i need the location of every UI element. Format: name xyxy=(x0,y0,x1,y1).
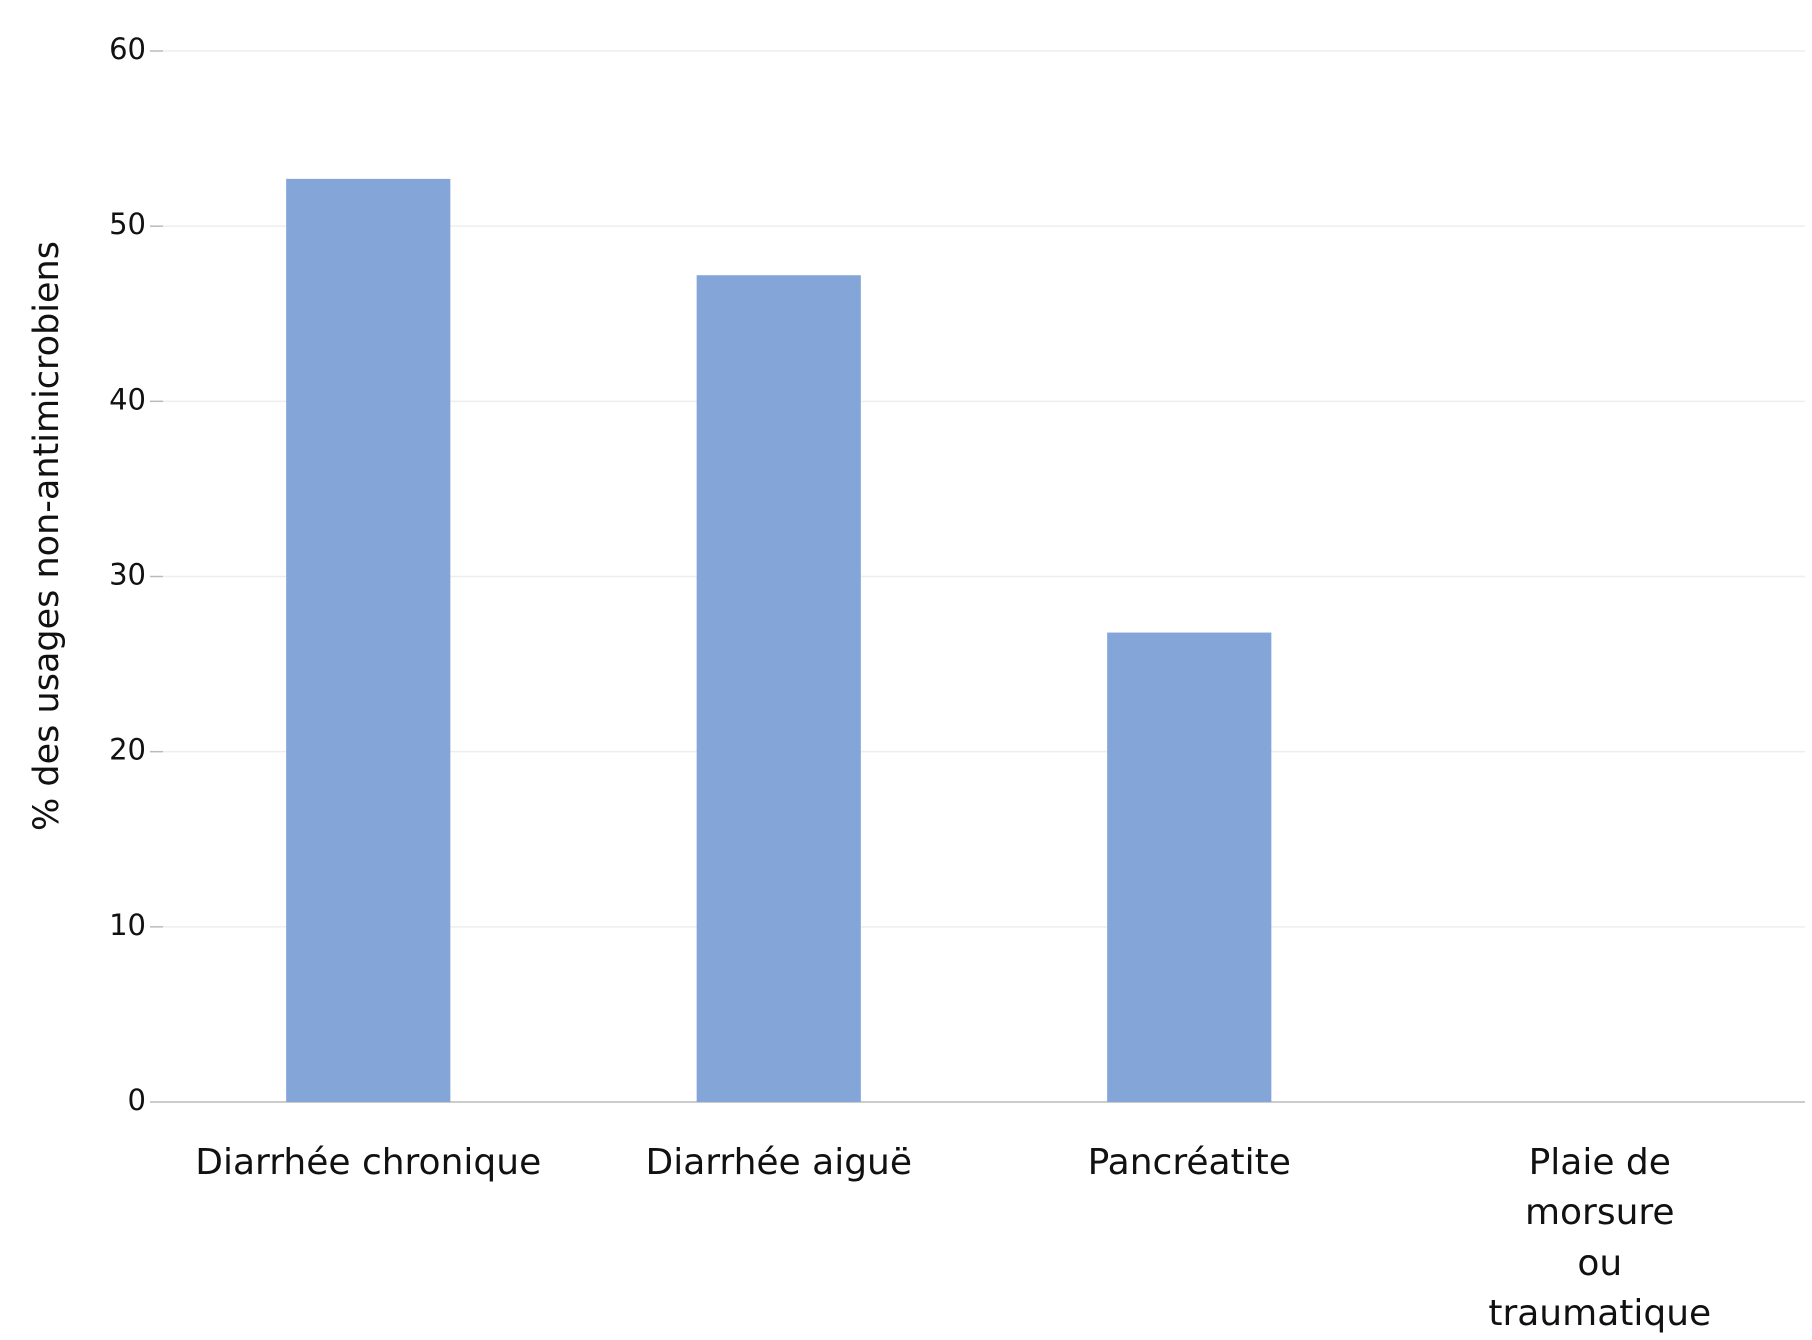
y-tick-label: 60 xyxy=(109,32,146,66)
chart: % des usages non-antimicrobiens 0 10 20 30 4… xyxy=(27,32,1805,1117)
y-tick-label: 30 xyxy=(109,558,146,592)
x-tick-label: Diarrhée aiguë xyxy=(645,1142,913,1183)
x-tick-label: Pancréatite xyxy=(1087,1142,1291,1183)
bar xyxy=(1107,632,1272,1102)
y-tick-label: 50 xyxy=(109,207,146,241)
page: % des usages non-antimicrobiens 0 10 20 30 4… xyxy=(27,32,1805,1335)
x-tick-label: Plaie de morsure ou traumatique xyxy=(1488,1142,1712,1335)
bar xyxy=(696,275,861,1102)
y-tick-label: 20 xyxy=(109,733,146,767)
x-tick-label: Diarrhée chronique xyxy=(195,1142,542,1183)
y-tick-label: 10 xyxy=(109,908,146,942)
y-axis-label: % des usages non-antimicrobiens xyxy=(27,241,67,831)
y-tick-label: 40 xyxy=(109,382,146,416)
bar xyxy=(286,178,451,1102)
y-tick-label: 0 xyxy=(128,1083,146,1117)
